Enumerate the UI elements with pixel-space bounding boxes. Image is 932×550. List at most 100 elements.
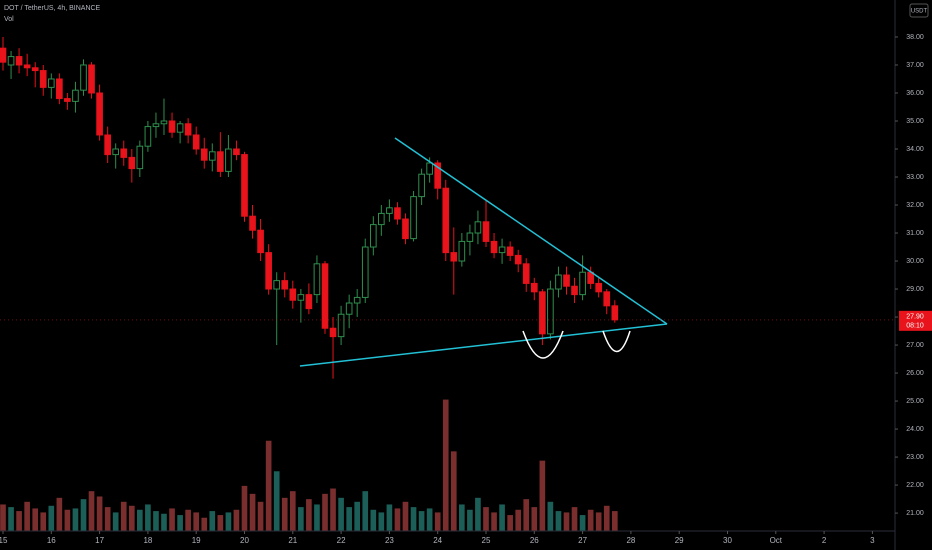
last-price-box (899, 310, 932, 331)
volume-bar (56, 497, 63, 531)
volume-bar (338, 497, 344, 531)
x-tick-label: 18 (143, 536, 152, 545)
volume-bar (426, 508, 433, 531)
y-tick-label: 34.00 (906, 146, 924, 153)
volume-bar (515, 509, 522, 531)
volume-label: Vol (4, 16, 14, 23)
currency-box (909, 3, 929, 18)
candle-body (56, 78, 63, 100)
candle-body (329, 327, 337, 338)
candle-body (579, 271, 586, 296)
volume-bar (233, 509, 240, 531)
volume-bar (289, 491, 296, 531)
candle-body (257, 229, 264, 254)
volume-bar (523, 499, 530, 531)
candle-body (522, 263, 530, 284)
candle-body (571, 285, 578, 296)
volume-bar (72, 508, 79, 531)
symbol-title: DOT / TetherUS, 4h, BINANCE (4, 5, 101, 12)
candle-body (249, 215, 256, 231)
y-tick-label: 38.00 (906, 34, 924, 41)
candle-body (337, 313, 345, 338)
volume-bar (8, 507, 14, 531)
volume-bar (402, 501, 409, 531)
y-tick-label: 22.00 (906, 482, 924, 489)
candle-body (96, 92, 103, 136)
volume-bar (193, 512, 200, 531)
candle-body (152, 123, 160, 128)
candle-body (297, 294, 305, 301)
volume-bar (40, 512, 47, 531)
candle-body (611, 305, 619, 321)
volume-bar (48, 505, 55, 531)
volume-bar (306, 499, 312, 531)
volume-bar (491, 512, 497, 531)
volume-bar (547, 501, 554, 531)
candle-body (418, 173, 425, 198)
volume-bar (128, 505, 135, 531)
volume-bar (209, 511, 216, 531)
volume-bar (249, 493, 256, 531)
candle-body (289, 288, 297, 301)
candle-body (184, 123, 192, 136)
candle-body (353, 296, 361, 304)
volume-bar (442, 399, 449, 531)
candle-body (361, 246, 369, 298)
x-tick-label: 16 (47, 536, 56, 545)
volume-bar (96, 496, 103, 531)
volume-bar (201, 517, 208, 531)
volume-bar (64, 509, 71, 531)
volume-bar (161, 513, 167, 531)
y-tick-label: 23.00 (906, 454, 924, 461)
y-tick-label: 26.00 (906, 370, 924, 377)
candle-body (128, 156, 136, 170)
volume-bar (507, 515, 513, 531)
volume-bar (225, 512, 232, 531)
x-tick-label: 20 (240, 536, 249, 545)
volume-bar (298, 507, 304, 531)
volume-bar (80, 499, 87, 531)
volume-bar (177, 515, 183, 531)
candle-body (104, 134, 111, 156)
candle-body (208, 151, 216, 161)
candle-body (490, 240, 498, 254)
candle-body (15, 56, 23, 66)
x-tick-label: 2 (822, 536, 827, 545)
volume-bar (362, 491, 369, 531)
volume-bar (153, 511, 159, 531)
volume-bar (434, 512, 441, 531)
volume-bar (354, 501, 361, 531)
candle-body (120, 148, 128, 158)
x-tick-label: 26 (530, 536, 539, 545)
candle-body (136, 145, 144, 170)
volume-bar (346, 507, 352, 531)
candle-body (530, 282, 538, 293)
volume-bar (563, 512, 570, 531)
candle-body (217, 151, 224, 172)
volume-bar (32, 508, 39, 531)
candle-body (442, 187, 450, 254)
candle-body (281, 280, 289, 290)
candle-body (458, 240, 466, 262)
y-tick-label: 29.00 (906, 286, 924, 293)
volume-bar (611, 511, 618, 531)
volume-bar (450, 451, 457, 531)
y-tick-label: 35.00 (906, 118, 924, 125)
x-tick-label: 19 (192, 536, 201, 545)
candle-body (563, 274, 570, 287)
candle-body (466, 232, 474, 242)
candle-body (265, 252, 272, 290)
candle-body (225, 148, 232, 172)
volume-bar (24, 501, 30, 531)
volume-bar (137, 509, 143, 531)
candle-body (394, 207, 401, 220)
volume-bar (483, 507, 489, 531)
candle-body (176, 123, 184, 133)
volume-bar (104, 507, 111, 531)
countdown: 08:10 (906, 323, 924, 330)
candle-body (506, 246, 514, 256)
x-tick-label: 3 (870, 536, 875, 545)
arc-drawing (522, 330, 564, 359)
volume-bar (370, 509, 377, 531)
